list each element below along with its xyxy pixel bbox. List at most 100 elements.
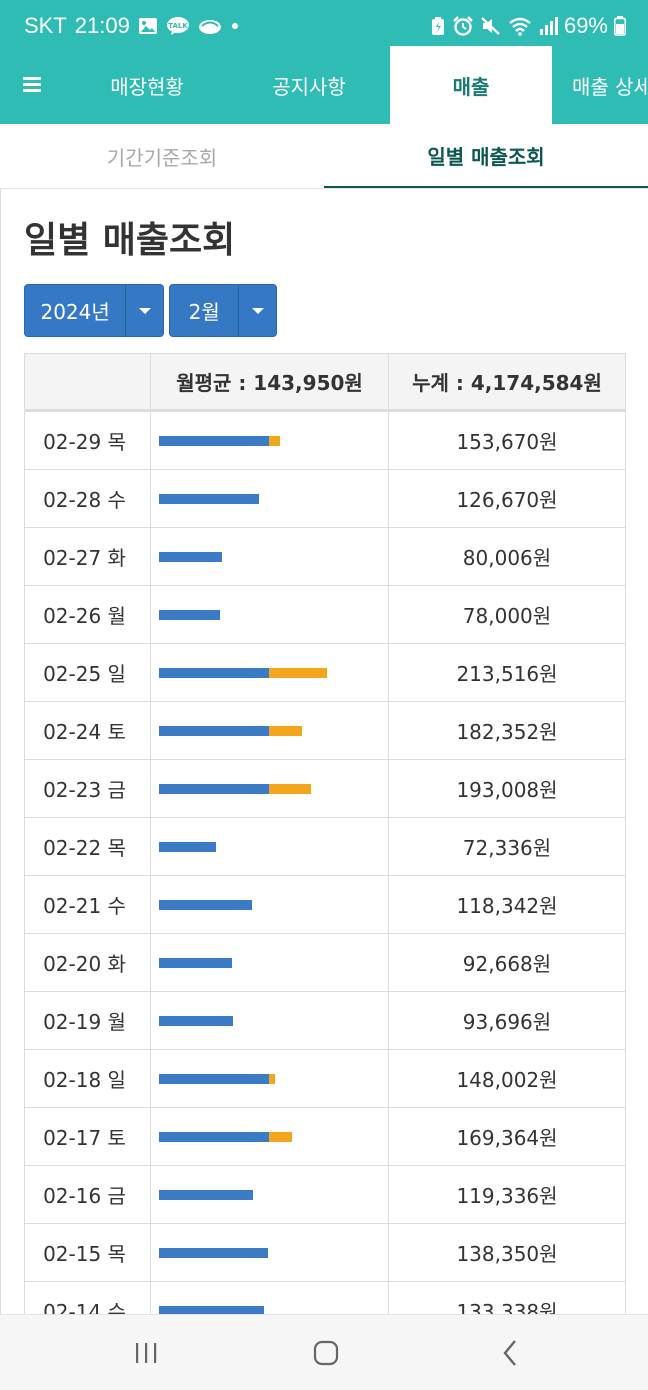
month-select-value[interactable]: 2월 [188,300,220,324]
battery-percent: 69% [563,13,608,38]
status-bar: SKT 21:09 TALK 69% [0,0,648,46]
year-dropdown-button[interactable] [125,285,163,336]
row-date: 02-29 목 [25,412,151,469]
row-amount: 92,668원 [462,952,552,976]
row-sales-bar [151,528,389,585]
table-row: 02-25 일 213,516원 [25,644,625,702]
caret-down-icon [138,307,151,314]
sales-bar-base [159,1015,233,1026]
recent-apps-icon[interactable] [131,1339,161,1367]
sales-bar-base [159,609,220,620]
table-body: 02-29 목 153,670원 02-28 수 126,670원 02-27 화 80,… [25,412,625,1314]
table-row: 02-24 토 182,352원 [25,702,625,760]
sales-bar [159,493,259,504]
row-sales-bar [151,702,389,759]
row-date: 02-23 금 [25,760,151,817]
sales-bar [159,609,220,620]
row-sales-bar [151,992,389,1049]
subtab-daily-sales[interactable]: 일별 매출조회 [324,124,648,188]
subtab-period-query[interactable]: 기간기준조회 [106,145,218,170]
sales-bar-excess [269,783,311,794]
row-amount: 213,516원 [456,662,558,686]
table-row: 02-20 화 92,668원 [25,934,625,992]
sales-bar-excess [269,667,327,678]
sales-bar [159,1189,253,1200]
row-amount: 138,350원 [456,1242,558,1266]
gallery-icon [138,17,158,35]
sales-bar [159,957,232,968]
row-sales-bar [151,586,389,643]
row-date: 02-20 화 [25,934,151,991]
table-row: 02-23 금 193,008원 [25,760,625,818]
row-sales-bar [151,470,389,527]
row-amount: 93,696원 [462,1010,552,1034]
year-select[interactable]: 2024년 [24,284,164,337]
row-date: 02-19 월 [25,992,151,1049]
kakaotalk-icon: TALK [166,16,190,36]
header-date [25,354,151,409]
table-row: 02-28 수 126,670원 [25,470,625,528]
back-icon[interactable] [496,1339,524,1367]
status-left: SKT 21:09 TALK [24,13,240,39]
sales-bar [159,551,222,562]
tab-sales[interactable]: 매출 [390,46,552,124]
tab-notices[interactable]: 공지사항 [272,74,346,99]
cloud-icon [198,17,222,35]
row-amount: 80,006원 [462,546,552,570]
year-select-value[interactable]: 2024년 [40,300,110,324]
table-row: 02-17 토 169,364원 [25,1108,625,1166]
row-date: 02-16 금 [25,1166,151,1223]
status-right: 69% [430,13,626,39]
sales-bar [159,841,216,852]
tab-store-status[interactable]: 매장현황 [110,74,184,99]
carrier-label: SKT [24,13,67,38]
row-date: 02-24 토 [25,702,151,759]
row-amount: 126,670원 [456,488,558,512]
header-monthly-average: 월평균 : 143,950원 [151,354,389,409]
sales-bar-base [159,899,252,910]
tab-sales-detail[interactable]: 매출 상세 [572,74,648,99]
sales-bar [159,667,327,678]
row-amount: 148,002원 [456,1068,558,1092]
home-icon[interactable] [311,1339,341,1367]
sales-bar [159,783,311,794]
sales-bar-base [159,1247,268,1258]
main-content: 일별 매출조회 2024년 2월 월평균 : 143,950원 누계 : 4,1… [0,188,648,1314]
sales-bar-base [159,957,232,968]
sales-bar [159,1073,275,1084]
row-amount: 72,336원 [462,836,552,860]
month-dropdown-button[interactable] [238,285,276,336]
hamburger-menu-icon[interactable] [20,72,46,96]
row-date: 02-14 수 [25,1282,151,1314]
sales-bar-excess [269,725,302,736]
row-amount: 118,342원 [456,894,558,918]
sales-bar-base [159,783,269,794]
row-sales-bar [151,934,389,991]
row-sales-bar [151,1050,389,1107]
sales-bar-base [159,493,259,504]
sales-bar-excess [269,435,280,446]
row-sales-bar [151,412,389,469]
sales-bar-base [159,1131,269,1142]
system-nav-bar [0,1314,648,1390]
sub-tabs: 기간기준조회 일별 매출조회 [0,124,648,188]
row-date: 02-15 목 [25,1224,151,1281]
row-sales-bar [151,1282,389,1314]
row-date: 02-27 화 [25,528,151,585]
svg-text:TALK: TALK [168,22,188,30]
sales-bar-base [159,551,222,562]
table-row: 02-29 목 153,670원 [25,412,625,470]
month-select[interactable]: 2월 [169,284,277,337]
table-row: 02-19 월 93,696원 [25,992,625,1050]
dot-icon [230,21,240,31]
row-date: 02-28 수 [25,470,151,527]
sales-bar [159,1247,268,1258]
table-row: 02-15 목 138,350원 [25,1224,625,1282]
battery-icon [614,16,626,36]
row-sales-bar [151,1166,389,1223]
row-date: 02-26 월 [25,586,151,643]
table-header: 월평균 : 143,950원 누계 : 4,174,584원 [25,354,625,412]
sales-bar-base [159,1073,269,1084]
alarm-icon [452,16,474,36]
sales-bar [159,1131,292,1142]
